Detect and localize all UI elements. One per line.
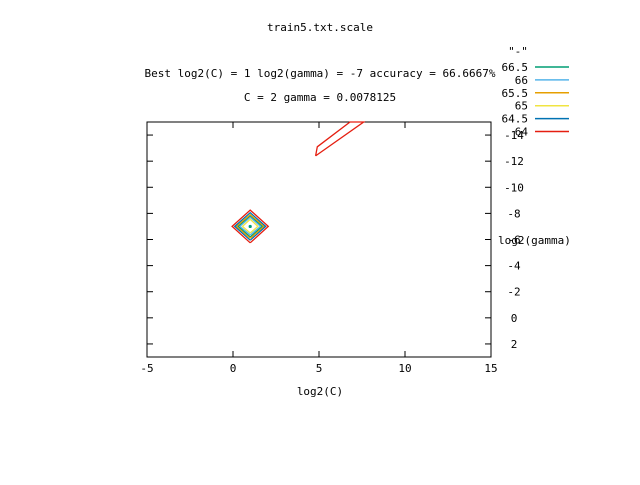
legend-label: 64.5 bbox=[502, 113, 529, 126]
x-tick-label: -5 bbox=[140, 362, 153, 375]
legend-label: 64 bbox=[515, 126, 529, 139]
best-point-marker bbox=[248, 224, 252, 229]
contour-line bbox=[233, 211, 267, 241]
x-tick-label: 10 bbox=[398, 362, 411, 375]
chart-subtitle-params: C = 2 gamma = 0.0078125 bbox=[244, 91, 396, 104]
x-tick-label: 0 bbox=[230, 362, 237, 375]
chart-title: train5.txt.scale bbox=[267, 21, 373, 34]
legend-label: 65.5 bbox=[502, 87, 529, 100]
contour-line bbox=[238, 216, 262, 236]
y-tick-label: -14 bbox=[504, 129, 524, 142]
contour-line bbox=[241, 218, 259, 234]
y-tick-label: -8 bbox=[507, 207, 520, 220]
y-tick-label: -12 bbox=[504, 155, 524, 168]
contour-line bbox=[231, 209, 270, 244]
contour-line bbox=[235, 213, 266, 239]
y-tick-label: -2 bbox=[507, 286, 520, 299]
contour-lines bbox=[231, 121, 366, 244]
y-axis-ticks: 2 0 -2 -4 -6 -8 -10 -12 -14 bbox=[147, 129, 524, 351]
x-tick-label: 5 bbox=[316, 362, 323, 375]
plot-area-border bbox=[146, 121, 492, 358]
contour-line bbox=[237, 215, 264, 238]
x-tick-label: 15 bbox=[484, 362, 497, 375]
y-tick-label: 2 bbox=[511, 338, 518, 351]
y-tick-label: -6 bbox=[507, 234, 520, 247]
x-axis-label: log2(C) bbox=[297, 385, 343, 398]
legend-label: 66.5 bbox=[502, 61, 529, 74]
x-axis-ticks: -5 0 5 10 15 bbox=[140, 122, 498, 375]
y-tick-label: -10 bbox=[504, 181, 524, 194]
y-tick-label: -4 bbox=[507, 260, 521, 273]
chart-subtitle-best: Best log2(C) = 1 log2(gamma) = -7 accura… bbox=[145, 67, 496, 80]
y-tick-label: 0 bbox=[511, 312, 518, 325]
y-axis-label: log2(gamma) bbox=[498, 234, 571, 247]
legend-label: 66 bbox=[515, 74, 528, 87]
legend-label: 65 bbox=[515, 100, 528, 113]
legend-title: "-" bbox=[508, 45, 528, 58]
contour-line bbox=[314, 121, 366, 157]
